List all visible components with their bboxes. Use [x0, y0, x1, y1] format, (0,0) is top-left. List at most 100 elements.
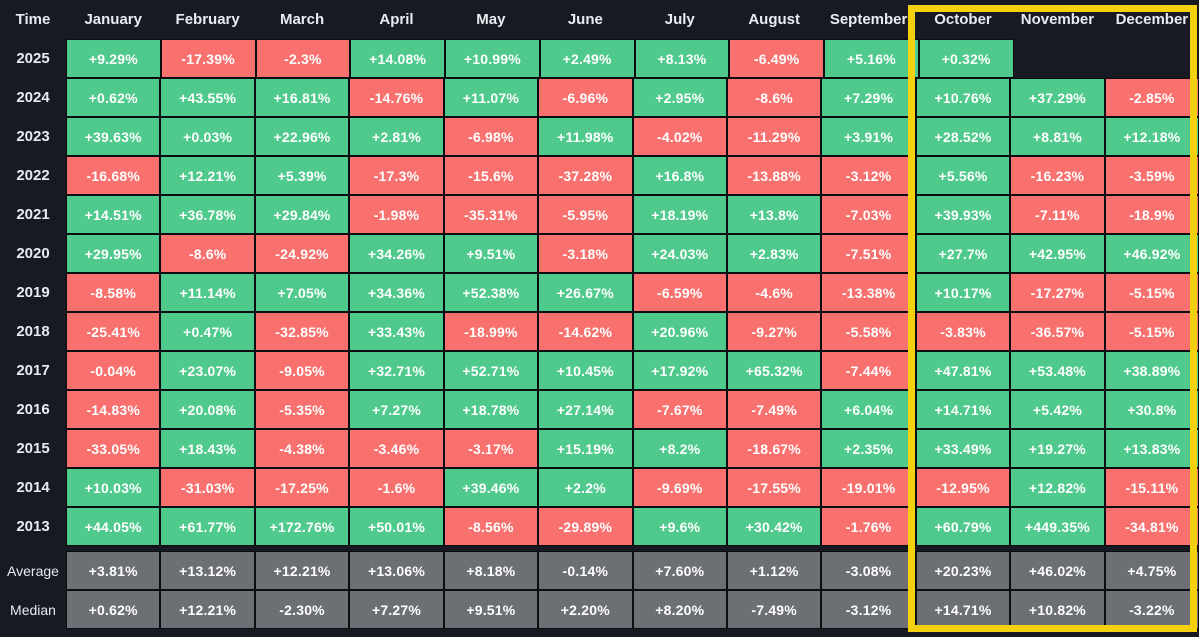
return-cell: +17.92%	[632, 351, 727, 390]
return-cell: +2.83%	[726, 234, 822, 273]
return-cell: +7.05%	[254, 273, 350, 312]
return-cell: +27.14%	[538, 390, 633, 429]
return-cell: +8.81%	[1010, 117, 1105, 156]
return-cell: -7.49%	[726, 390, 822, 429]
return-cell: -34.81%	[1104, 507, 1199, 546]
return-cell: -18.9%	[1104, 195, 1199, 234]
return-cell: -14.83%	[66, 390, 161, 429]
row-label: Average	[7, 562, 59, 579]
return-cell: -3.12%	[821, 590, 916, 629]
return-cell: -14.62%	[538, 312, 633, 351]
return-cell: -6.98%	[443, 117, 539, 156]
return-cell: -17.55%	[726, 468, 822, 507]
return-cell: +13.12%	[160, 551, 255, 590]
return-cell: +42.95%	[1010, 234, 1105, 273]
row-label: 2017	[16, 362, 50, 379]
return-cell: +33.49%	[915, 429, 1011, 468]
return-cell: -8.6%	[160, 234, 255, 273]
return-cell: +0.32%	[918, 39, 1014, 78]
column-header-month: April	[379, 11, 414, 28]
return-cell: -14.76%	[349, 78, 444, 117]
return-cell: -5.95%	[538, 195, 633, 234]
return-cell: +20.08%	[160, 390, 255, 429]
return-cell	[1014, 39, 1107, 78]
return-cell: +29.84%	[254, 195, 350, 234]
return-cell: +5.39%	[254, 156, 350, 195]
year-row: 2019 -8.58% +11.14% +7.05% +34.36% +52.38% +26…	[0, 273, 1199, 312]
year-row: 2024 +0.62% +43.55% +16.81% -14.76% +11.07% -6…	[0, 78, 1199, 117]
return-cell: +12.82%	[1010, 468, 1105, 507]
return-cell: -7.49%	[726, 590, 822, 629]
return-cell: +7.29%	[821, 78, 916, 117]
column-header-month: June	[567, 11, 603, 28]
return-cell: -7.51%	[821, 234, 916, 273]
return-cell: -9.69%	[632, 468, 727, 507]
return-cell: +2.49%	[539, 39, 635, 78]
return-cell: +15.19%	[538, 429, 633, 468]
return-cell: -4.38%	[254, 429, 350, 468]
return-cell: +47.81%	[915, 351, 1011, 390]
year-row: 2017 -0.04% +23.07% -9.05% +32.71% +52.71% +10…	[0, 351, 1199, 390]
return-cell: +39.46%	[443, 468, 539, 507]
return-cell: +46.02%	[1010, 551, 1105, 590]
return-cell: +449.35%	[1010, 507, 1105, 546]
return-cell: -6.49%	[729, 39, 824, 78]
return-cell: +11.98%	[538, 117, 633, 156]
return-cell: +10.17%	[915, 273, 1011, 312]
column-header-month: September	[829, 11, 908, 28]
return-cell: -0.14%	[538, 551, 633, 590]
return-cell: -6.59%	[632, 273, 727, 312]
return-cell: +6.04%	[821, 390, 916, 429]
summary-row: Average +3.81% +13.12% +12.21% +13.06% +8.18%…	[0, 551, 1199, 590]
return-cell: -2.85%	[1104, 78, 1199, 117]
column-header-month: July	[664, 11, 695, 28]
return-cell: +8.13%	[634, 39, 730, 78]
return-cell: -25.41%	[66, 312, 161, 351]
return-cell: -1.6%	[349, 468, 444, 507]
return-cell: +52.38%	[443, 273, 539, 312]
return-cell: +16.81%	[254, 78, 350, 117]
return-cell: +14.08%	[350, 39, 445, 78]
return-cell: -8.58%	[66, 273, 161, 312]
return-cell: -37.28%	[538, 156, 633, 195]
return-cell: -31.03%	[160, 468, 255, 507]
return-cell: +39.93%	[915, 195, 1011, 234]
return-cell: +0.62%	[66, 78, 161, 117]
return-cell: -16.68%	[66, 156, 161, 195]
row-label: 2014	[16, 479, 50, 496]
return-cell: +9.51%	[443, 234, 539, 273]
row-label: 2018	[16, 323, 50, 340]
return-cell: +14.51%	[66, 195, 161, 234]
return-cell: +7.60%	[632, 551, 727, 590]
return-cell: -3.12%	[821, 156, 916, 195]
return-cell: +10.99%	[445, 39, 540, 78]
return-cell: +27.7%	[915, 234, 1011, 273]
return-cell: -5.15%	[1104, 273, 1199, 312]
year-row: 2014 +10.03% -31.03% -17.25% -1.6% +39.46% +2.…	[0, 468, 1199, 507]
return-cell: -6.96%	[538, 78, 633, 117]
return-cell: -3.18%	[538, 234, 633, 273]
row-label: 2015	[16, 440, 50, 457]
return-cell: +5.56%	[915, 156, 1011, 195]
return-cell: +9.6%	[632, 507, 727, 546]
return-cell: +46.92%	[1104, 234, 1199, 273]
return-cell: +18.43%	[160, 429, 255, 468]
return-cell: -0.04%	[66, 351, 161, 390]
return-cell: +7.27%	[349, 590, 444, 629]
return-cell	[1106, 39, 1199, 78]
return-cell: +28.52%	[915, 117, 1011, 156]
return-cell: -2.30%	[254, 590, 350, 629]
return-cell: +3.81%	[66, 551, 161, 590]
column-header-month: March	[279, 11, 325, 28]
return-cell: +0.47%	[160, 312, 255, 351]
year-row: 2015 -33.05% +18.43% -4.38% -3.46% -3.17% +15.…	[0, 429, 1199, 468]
return-cell: -3.22%	[1104, 590, 1199, 629]
return-cell: +50.01%	[349, 507, 444, 546]
return-cell: -24.92%	[254, 234, 350, 273]
return-cell: +2.20%	[538, 590, 633, 629]
summary-row: Median +0.62% +12.21% -2.30% +7.27% +9.51% +2.…	[0, 590, 1199, 629]
return-cell: +16.8%	[632, 156, 727, 195]
return-cell: +12.21%	[254, 551, 350, 590]
return-cell: +5.16%	[824, 39, 919, 78]
return-cell: -17.39%	[160, 39, 256, 78]
